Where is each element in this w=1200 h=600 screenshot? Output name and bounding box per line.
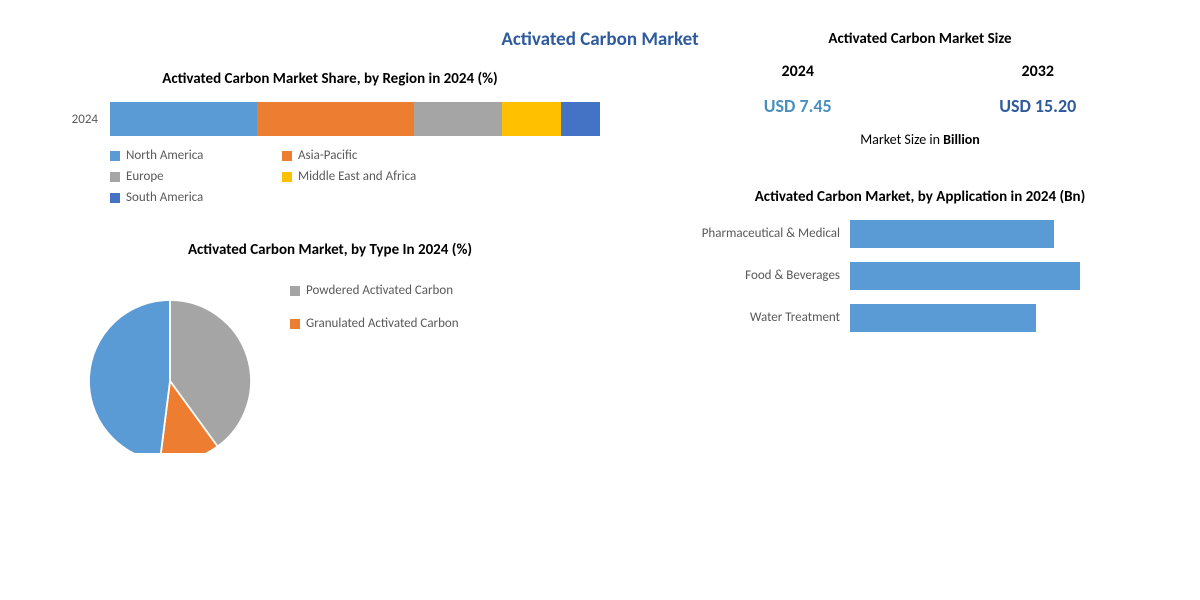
hbar-fill <box>850 304 1036 332</box>
hbar-label: Food & Beverages <box>680 268 850 284</box>
legend-swatch <box>290 319 300 329</box>
size-year-col: 2032 USD 15.20 <box>999 62 1076 117</box>
size-unit-bold: Billion <box>943 131 980 148</box>
app-bars: Pharmaceutical & Medical Food & Beverages… <box>680 220 1160 332</box>
size-unit-prefix: Market Size in <box>860 131 943 148</box>
size-unit: Market Size in Billion <box>680 131 1160 148</box>
type-chart-title: Activated Carbon Market, by Type In 2024… <box>60 241 600 259</box>
size-value: USD 15.20 <box>999 95 1076 117</box>
size-year-label: 2032 <box>999 62 1076 81</box>
legend-item: Asia-Pacific <box>282 148 432 163</box>
stacked-bar <box>110 102 600 136</box>
size-year-col: 2024 USD 7.45 <box>764 62 832 117</box>
size-row: 2024 USD 7.45 2032 USD 15.20 <box>680 62 1160 117</box>
legend-item: North America <box>110 148 260 163</box>
region-legend: North America Asia-Pacific Europe Middle Ea… <box>110 148 600 211</box>
stacked-bar-row-label: 2024 <box>60 112 98 127</box>
pie-slice <box>89 300 170 453</box>
hbar-fill <box>850 262 1080 290</box>
legend-item: South America <box>110 190 260 205</box>
hbar-row: Food & Beverages <box>680 262 1160 290</box>
hbar-fill <box>850 220 1054 248</box>
legend-item: Granulated Activated Carbon <box>290 316 459 331</box>
app-chart-title: Activated Carbon Market, by Application … <box>680 188 1160 206</box>
legend-label: South America <box>126 190 203 205</box>
type-chart: Activated Carbon Market, by Type In 2024… <box>60 241 600 453</box>
stacked-segment <box>414 102 502 136</box>
hbar-label: Pharmaceutical & Medical <box>680 226 850 242</box>
legend-label: Asia-Pacific <box>298 148 357 163</box>
left-column: Activated Carbon Market Share, by Region… <box>60 70 600 453</box>
legend-label: North America <box>126 148 203 163</box>
legend-label: Powdered Activated Carbon <box>306 283 453 298</box>
right-column: Activated Carbon Market Size 2024 USD 7.4… <box>680 30 1160 346</box>
legend-swatch <box>110 193 120 203</box>
legend-swatch <box>282 151 292 161</box>
region-chart-title: Activated Carbon Market Share, by Region… <box>60 70 600 88</box>
hbar-label: Water Treatment <box>680 310 850 326</box>
legend-label: Middle East and Africa <box>298 169 416 184</box>
legend-swatch <box>282 172 292 182</box>
stacked-bar-wrap: 2024 <box>60 102 600 136</box>
hbar-track <box>850 220 1160 248</box>
hbar-row: Pharmaceutical & Medical <box>680 220 1160 248</box>
legend-swatch <box>290 286 300 296</box>
size-title: Activated Carbon Market Size <box>680 30 1160 48</box>
stacked-segment <box>502 102 561 136</box>
hbar-track <box>850 304 1160 332</box>
legend-item: Middle East and Africa <box>282 169 432 184</box>
legend-label: Europe <box>126 169 164 184</box>
stacked-segment <box>257 102 414 136</box>
stacked-segment <box>561 102 600 136</box>
application-chart: Activated Carbon Market, by Application … <box>680 188 1160 332</box>
hbar-row: Water Treatment <box>680 304 1160 332</box>
size-value: USD 7.45 <box>764 95 832 117</box>
legend-swatch <box>110 151 120 161</box>
market-size-block: Activated Carbon Market Size 2024 USD 7.4… <box>680 30 1160 148</box>
pie-legend: Powdered Activated Carbon Granulated Acti… <box>290 283 481 349</box>
hbar-track <box>850 262 1160 290</box>
region-chart: Activated Carbon Market Share, by Region… <box>60 70 600 211</box>
legend-item: Europe <box>110 169 260 184</box>
stacked-segment <box>110 102 257 136</box>
size-year-label: 2024 <box>764 62 832 81</box>
legend-swatch <box>110 172 120 182</box>
legend-item: Powdered Activated Carbon <box>290 283 459 298</box>
legend-label: Granulated Activated Carbon <box>306 316 459 331</box>
pie-svg <box>60 273 280 453</box>
